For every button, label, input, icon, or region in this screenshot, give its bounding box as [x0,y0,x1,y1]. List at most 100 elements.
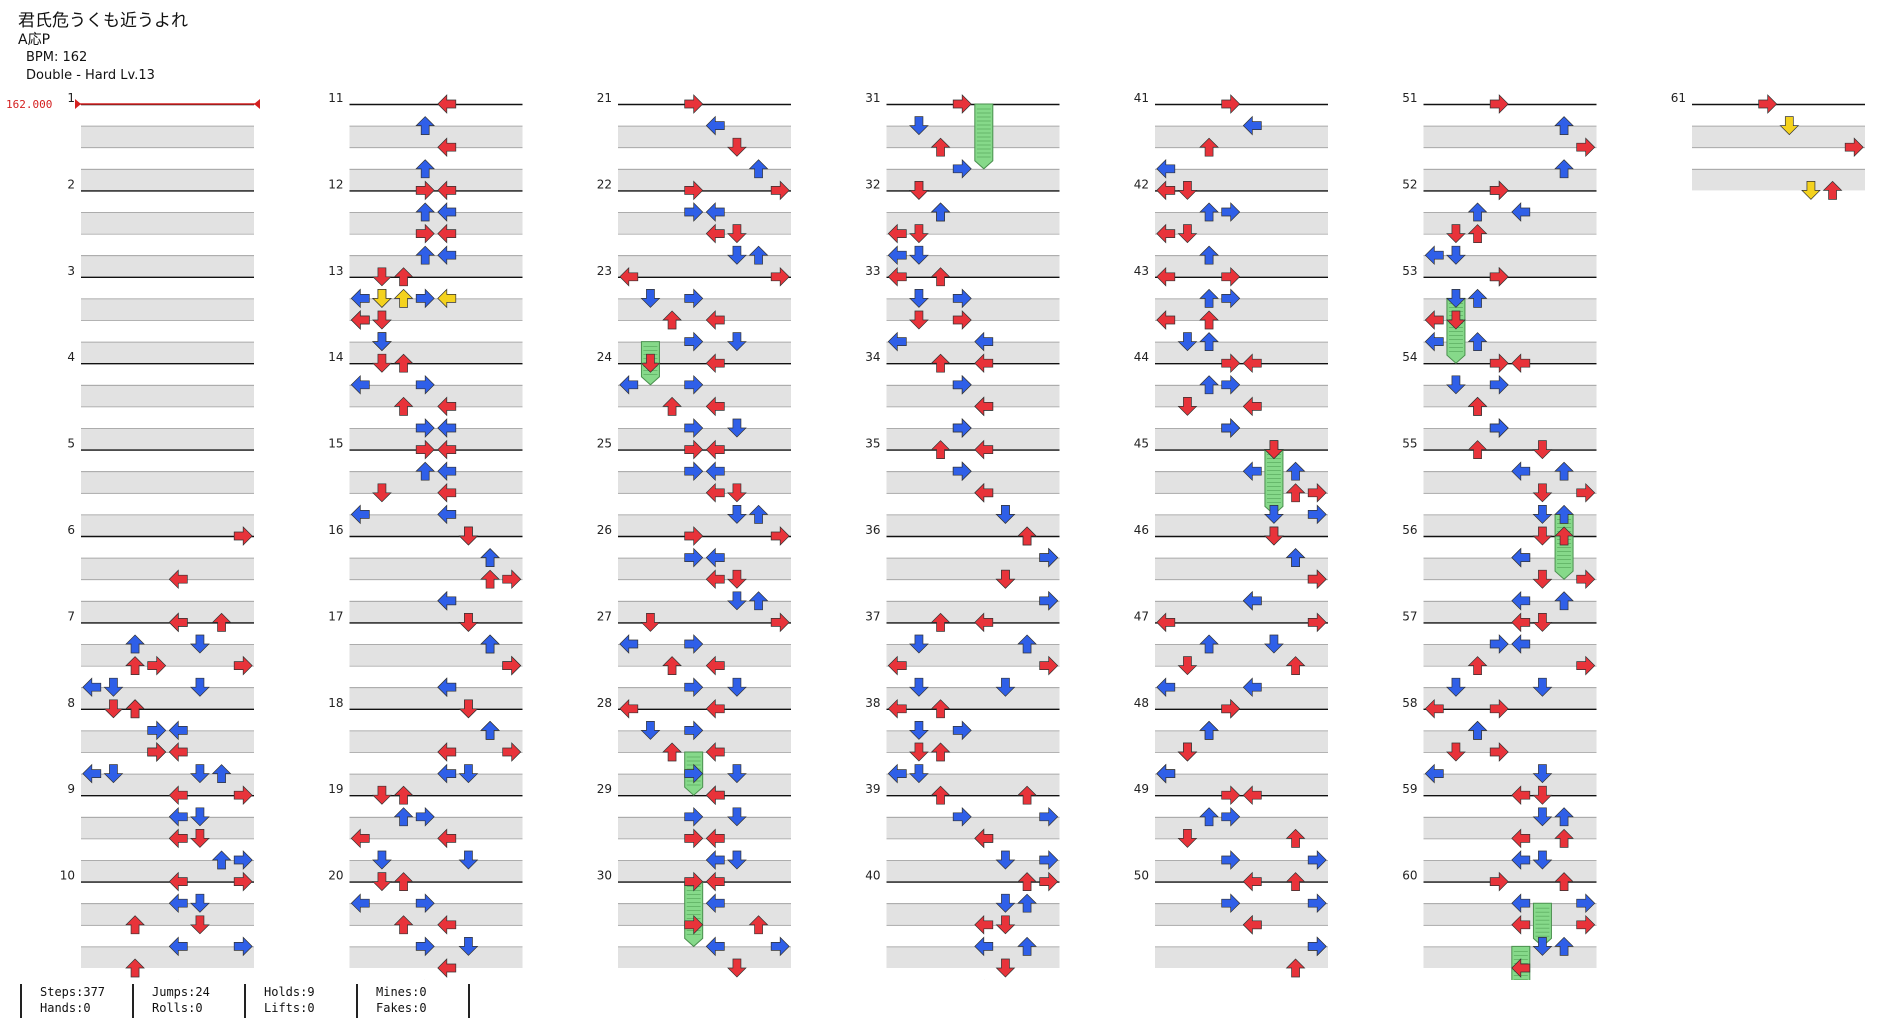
arrow-up-icon [1017,526,1037,546]
arrow-left-icon [437,763,457,784]
arrow-down-icon [1532,613,1553,632]
arrow-right-icon [684,461,704,482]
lane-shade [81,428,254,450]
lane-shade [1155,816,1328,839]
hold-note [1554,513,1574,580]
arrow-down-icon [995,893,1016,913]
arrow-right-icon [415,374,435,395]
lane-shade [81,212,254,234]
arrow-down-icon [995,915,1016,935]
lane-shade [886,255,1060,277]
arrow-left-icon [1511,914,1531,935]
lane-shade [81,557,254,580]
arrow-left-icon [168,828,188,849]
arrow-left-icon [82,677,102,698]
lane-shade [618,644,791,666]
measure-number: 24 [597,350,612,364]
arrow-right-icon [1489,698,1509,719]
arrow-up-icon [1199,137,1219,157]
arrow-down-icon [190,764,210,784]
arrow-left-icon [1242,353,1262,374]
arrow-left-icon [437,396,457,417]
lane-shade [81,298,254,320]
arrow-right-icon [1221,94,1241,114]
arrow-down-icon [458,526,479,546]
arrow-up-icon [393,288,414,308]
lane-shade [81,644,254,666]
measure-number: 18 [328,696,343,710]
arrow-down-icon [1532,764,1553,784]
arrow-right-icon [1489,353,1509,374]
arrow-left-icon [1424,245,1444,266]
arrow-up-icon [415,116,436,135]
measure-number: 44 [1134,350,1149,364]
arrow-left-icon [437,288,457,309]
measure-number: 15 [328,437,343,451]
arrow-down-icon [1446,677,1466,697]
arrow-up-icon [930,267,951,287]
arrow-down-icon [727,764,747,784]
arrow-left-icon [974,482,994,503]
measure-15: 15 [328,437,523,536]
measure-49: 49 [1134,782,1328,882]
lane-shade [1155,341,1328,364]
measure-number: 6 [67,523,75,537]
arrow-left-icon [1424,331,1444,352]
lane-shade [1423,514,1597,536]
arrow-down-icon [458,937,479,956]
arrow-right-icon [952,310,972,330]
measure-number: 41 [1134,91,1149,105]
arrow-down-icon [1532,569,1553,589]
arrow-left-icon [974,396,994,417]
measure-number: 60 [1402,869,1417,883]
measure-52: 52 [1402,177,1597,277]
arrow-down-icon [727,418,747,438]
measure-number: 13 [328,264,343,278]
measure-12: 12 [328,177,523,277]
arrow-left-icon [1511,850,1531,870]
lane-shade [618,341,791,364]
arrow-right-icon [233,936,253,957]
hold-note [1446,297,1466,364]
arrow-right-icon [1489,266,1509,287]
arrow-up-icon [1554,828,1574,848]
arrow-right-icon [684,202,704,222]
arrow-down-icon [190,807,210,827]
arrow-left-icon [974,612,994,633]
hold-note [1264,449,1284,516]
measure-number: 39 [865,782,880,796]
arrow-left-icon [705,439,725,460]
arrow-left-icon [1156,612,1176,633]
arrow-right-icon [1221,266,1241,287]
measure-number: 7 [67,609,75,623]
arrow-up-icon [1467,202,1488,222]
arrow-left-icon [887,223,907,244]
measure-number: 8 [67,696,75,710]
arrow-right-icon [233,655,253,676]
lane-shade [81,125,254,148]
measure-2: 2 [67,177,254,277]
arrow-down-icon [640,353,661,373]
arrow-down-icon [103,677,124,697]
arrow-left-icon [1424,698,1444,719]
arrow-left-icon [168,806,188,827]
arrow-left-icon [437,590,457,611]
arrow-right-icon [1489,418,1509,438]
arrow-right-icon [1489,742,1509,762]
arrow-left-icon [437,137,457,158]
measure-number: 1 [67,91,75,105]
arrow-right-icon [952,418,972,438]
measure-number: 26 [597,523,612,537]
lane-shade [1155,946,1328,968]
lane-shade [618,212,791,234]
arrow-up-icon [1554,807,1574,827]
measure-6: 6 [67,523,254,623]
lane-shade [1423,730,1597,752]
arrow-left-icon [619,634,639,654]
song-title: 君氏危うくも近うよれ [18,11,188,31]
arrow-down-icon [1532,440,1553,460]
lane-shade [1155,903,1328,925]
lane-shade [618,298,791,320]
lane-shade [349,946,523,968]
arrow-left-icon [437,461,457,482]
